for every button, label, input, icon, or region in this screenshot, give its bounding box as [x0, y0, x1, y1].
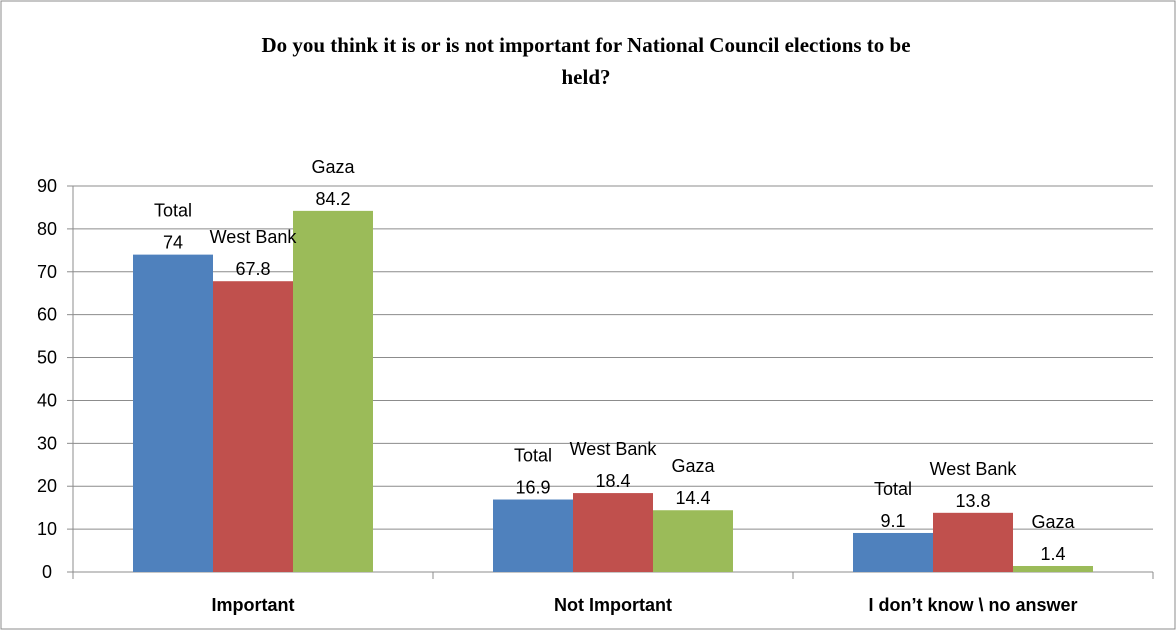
data-label-value: 9.1 [880, 511, 905, 531]
bar-gaza [293, 210, 373, 572]
data-label-value: 84.2 [315, 189, 350, 209]
bar-west-bank [573, 493, 653, 572]
data-label-value: 18.4 [595, 471, 630, 491]
data-label-series: West Bank [210, 227, 298, 247]
category-label: I don’t know \ no answer [868, 595, 1077, 615]
y-tick-label: 80 [37, 219, 57, 239]
data-label-series: Gaza [311, 157, 355, 177]
data-label-series: West Bank [570, 439, 658, 459]
bar-west-bank [213, 281, 293, 572]
bar-total [853, 532, 933, 572]
category-label: Important [212, 595, 295, 615]
y-tick-label: 40 [37, 390, 57, 410]
category-label: Not Important [554, 595, 672, 615]
data-label-series: Gaza [1031, 512, 1075, 532]
y-tick-label: 30 [37, 433, 57, 453]
y-tick-label: 20 [37, 476, 57, 496]
bar-gaza [653, 510, 733, 572]
bar-total [133, 254, 213, 572]
data-label-value: 16.9 [515, 478, 550, 498]
y-tick-label: 0 [42, 562, 52, 582]
data-label-value: 67.8 [235, 259, 270, 279]
y-tick-label: 50 [37, 348, 57, 368]
chart-title-line-2: held? [561, 65, 610, 89]
data-label-series: Gaza [671, 456, 715, 476]
data-label-value: 1.4 [1040, 544, 1065, 564]
data-label-series: Total [874, 479, 912, 499]
data-label-value: 13.8 [955, 491, 990, 511]
axes: 0 10 20 30 40 50 60 70 80 90 Important Not Importan… [37, 176, 1154, 615]
bar-gaza [1013, 565, 1093, 572]
data-label-series: West Bank [930, 459, 1018, 479]
y-tick-label: 90 [37, 176, 57, 196]
y-tick-label: 70 [37, 262, 57, 282]
bar-west-bank [933, 512, 1013, 572]
data-label-series: Total [514, 446, 552, 466]
data-label-series: Total [154, 201, 192, 221]
bars [133, 210, 1093, 572]
y-tick-label: 60 [37, 305, 57, 325]
y-tick-label: 10 [37, 519, 57, 539]
bar-total [493, 499, 573, 572]
chart-title-line-1: Do you think it is or is not important f… [261, 33, 910, 57]
data-label-value: 74 [163, 233, 183, 253]
data-label-value: 14.4 [675, 488, 710, 508]
data-labels: Total 74 West Bank 67.8 Gaza 84.2 Total 16.9 Wes… [154, 157, 1076, 564]
